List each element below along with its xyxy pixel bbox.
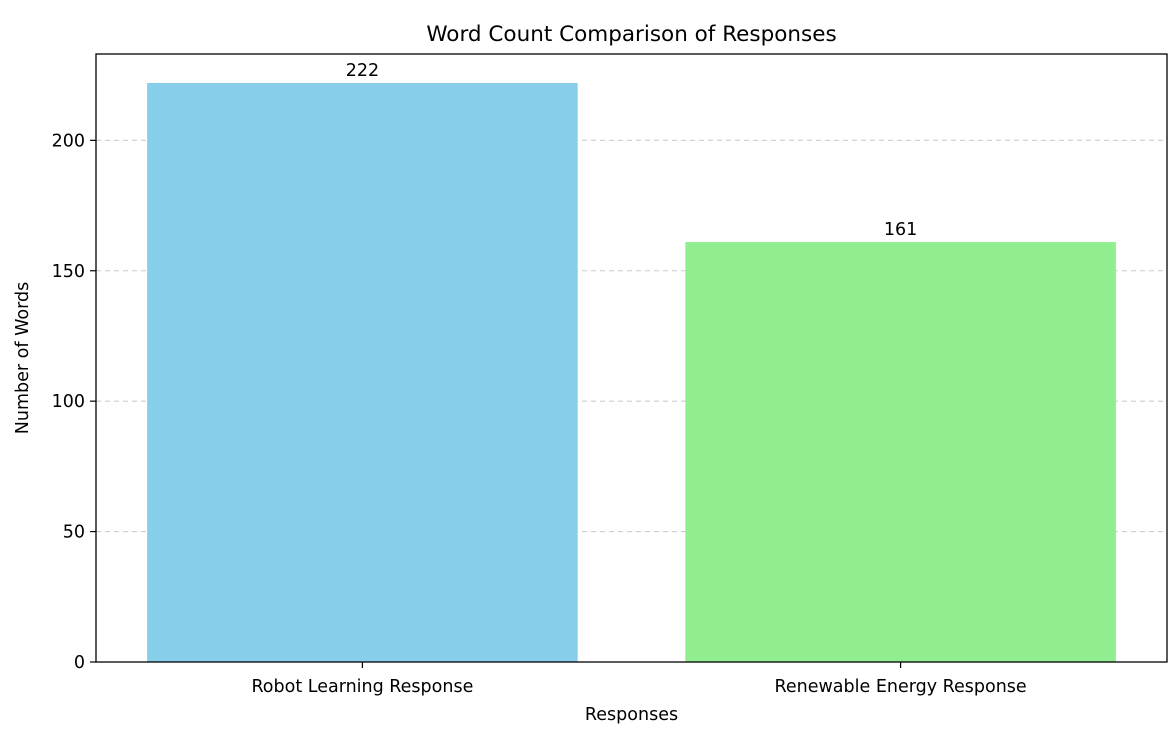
data-labels: 222 161 [346, 61, 918, 240]
bar-2 [685, 242, 1116, 662]
x-tick-label: Renewable Energy Response [774, 677, 1026, 697]
y-axis-label: Number of Words [13, 282, 33, 434]
x-axis-ticks: Robot Learning Response Renewable Energy … [251, 662, 1027, 697]
y-axis-ticks: 0 50 100 150 200 [52, 131, 96, 673]
y-tick-label: 50 [63, 523, 85, 543]
x-tick-label: Robot Learning Response [251, 677, 473, 697]
chart-title: Word Count Comparison of Responses [426, 22, 836, 47]
data-label: 222 [346, 61, 379, 81]
data-label: 161 [884, 220, 917, 240]
y-tick-label: 150 [52, 262, 85, 282]
y-tick-label: 100 [52, 392, 85, 412]
plot-frame [95, 53, 1168, 663]
bar-1 [147, 82, 578, 662]
y-tick-label: 200 [52, 131, 85, 151]
bars [147, 82, 1116, 662]
y-tick-label: 0 [74, 653, 85, 673]
x-axis-label: Responses [585, 705, 678, 725]
